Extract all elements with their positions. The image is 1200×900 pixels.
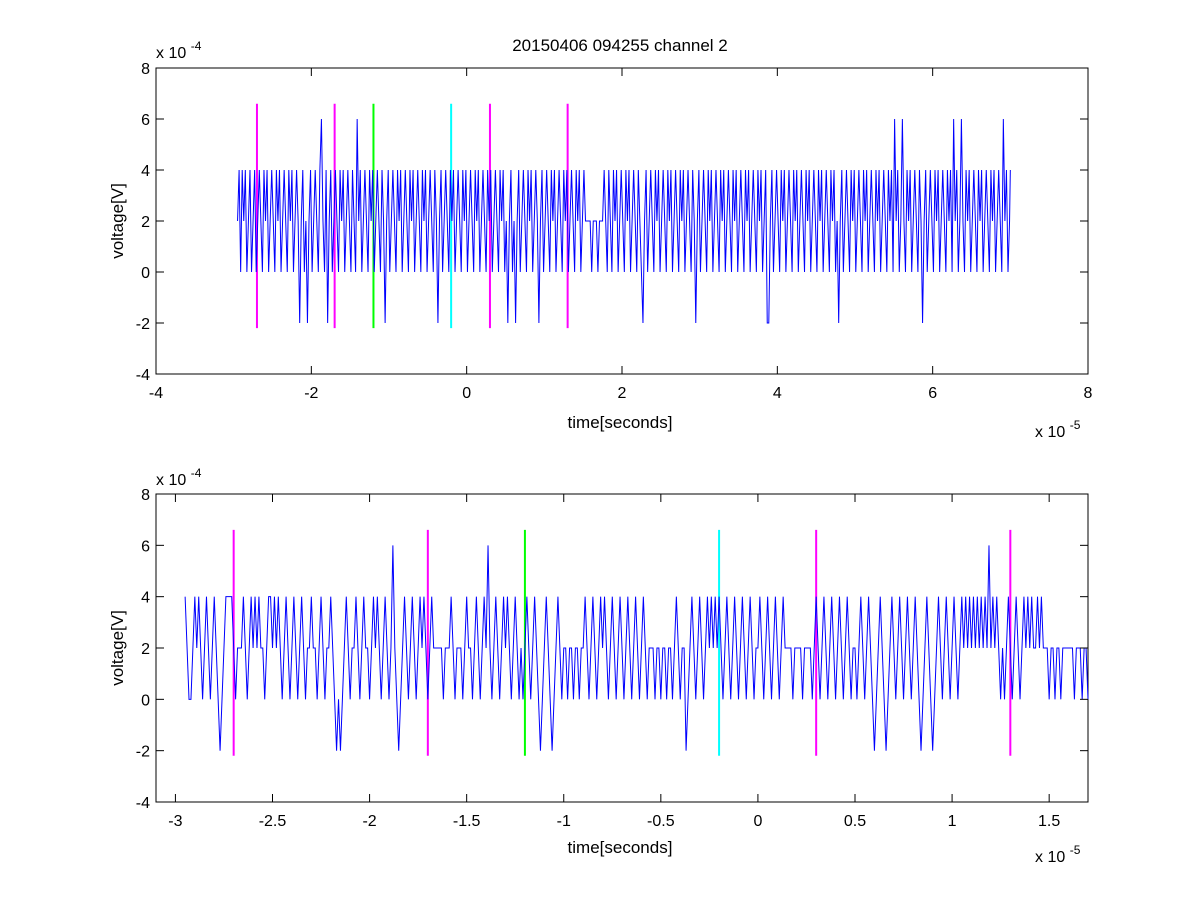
bottom-x-ticks: -3 -2.5 -2 -1.5 -1 -0.5 0 0.5 1 1.5	[168, 494, 1060, 830]
top-y-exponent-power: -4	[191, 39, 202, 53]
bottom-x-tick-label: -3	[168, 813, 182, 830]
bottom-y-tick-label: 0	[141, 692, 150, 709]
top-y-tick-label: 8	[141, 61, 150, 78]
top-y-exponent-base: x 10	[156, 45, 186, 62]
bottom-x-exponent-power: -5	[1070, 843, 1081, 857]
figure-title: 20150406 094255 channel 2	[512, 36, 728, 55]
bottom-x-exponent: x 10 -5	[1035, 843, 1081, 866]
bottom-y-exponent-power: -4	[191, 466, 202, 480]
bottom-x-tick-label: 0.5	[844, 813, 866, 830]
top-y-tick-label: -4	[136, 367, 150, 384]
top-x-tick-label: 4	[773, 385, 782, 402]
top-x-tick-label: -4	[149, 385, 163, 402]
bottom-x-axis-label: time[seconds]	[568, 838, 673, 857]
top-signal-trace	[237, 118, 1011, 324]
axes-bottom: -3 -2.5 -2 -1.5 -1 -0.5 0 0.5 1 1.5 -4 -2 0 2 4 6 8 tim…	[108, 466, 1089, 866]
bottom-x-tick-label: -0.5	[647, 813, 675, 830]
bottom-x-tick-label: -1	[557, 813, 571, 830]
top-y-tick-label: 4	[141, 163, 150, 180]
bottom-y-tick-label: -2	[136, 744, 150, 761]
top-x-tick-label: 6	[928, 385, 937, 402]
top-y-tick-label: -2	[136, 316, 150, 333]
bottom-y-tick-label: -4	[136, 795, 150, 812]
bottom-y-tick-label: 8	[141, 487, 150, 504]
top-x-tick-label: -2	[304, 385, 318, 402]
bottom-y-ticks: -4 -2 0 2 4 6 8	[136, 487, 1088, 812]
top-y-exponent: x 10 -4	[156, 39, 202, 62]
top-y-ticks: -4 -2 0 2 4 6 8	[136, 61, 1088, 384]
axes-top: -4 -2 0 2 4 6 8 -4 -2 0 2 4 6 8 time[seconds] voltag…	[108, 39, 1093, 441]
top-x-exponent-base: x 10	[1035, 424, 1065, 441]
top-y-tick-label: 0	[141, 265, 150, 282]
top-x-tick-label: 0	[462, 385, 471, 402]
top-x-exponent: x 10 -5	[1035, 418, 1081, 441]
top-x-axis-label: time[seconds]	[568, 413, 673, 432]
bottom-x-tick-label: 1.5	[1038, 813, 1060, 830]
top-x-exponent-power: -5	[1070, 418, 1081, 432]
top-x-tick-label: 2	[618, 385, 627, 402]
bottom-x-tick-label: -2.5	[259, 813, 287, 830]
bottom-y-exponent-base: x 10	[156, 472, 186, 489]
bottom-y-tick-label: 4	[141, 590, 150, 607]
bottom-y-tick-label: 6	[141, 538, 150, 555]
bottom-y-tick-label: 2	[141, 641, 150, 658]
bottom-x-tick-label: -2	[362, 813, 376, 830]
bottom-y-exponent: x 10 -4	[156, 466, 202, 489]
top-x-tick-label: 8	[1084, 385, 1093, 402]
top-y-tick-label: 2	[141, 214, 150, 231]
top-markers	[255, 103, 569, 329]
top-y-axis-label: voltage[V]	[108, 183, 127, 259]
bottom-x-exponent-base: x 10	[1035, 849, 1065, 866]
bottom-y-axis-label: voltage[V]	[108, 610, 127, 686]
bottom-x-tick-label: 1	[948, 813, 957, 830]
bottom-x-tick-label: 0	[753, 813, 762, 830]
top-x-ticks: -4 -2 0 2 4 6 8	[149, 68, 1093, 402]
top-y-tick-label: 6	[141, 112, 150, 129]
bottom-signal-trace	[184, 545, 1089, 751]
bottom-x-tick-label: -1.5	[453, 813, 481, 830]
